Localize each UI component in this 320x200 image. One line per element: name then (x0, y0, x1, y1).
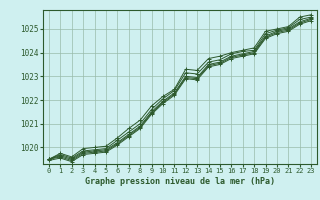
X-axis label: Graphe pression niveau de la mer (hPa): Graphe pression niveau de la mer (hPa) (85, 177, 275, 186)
